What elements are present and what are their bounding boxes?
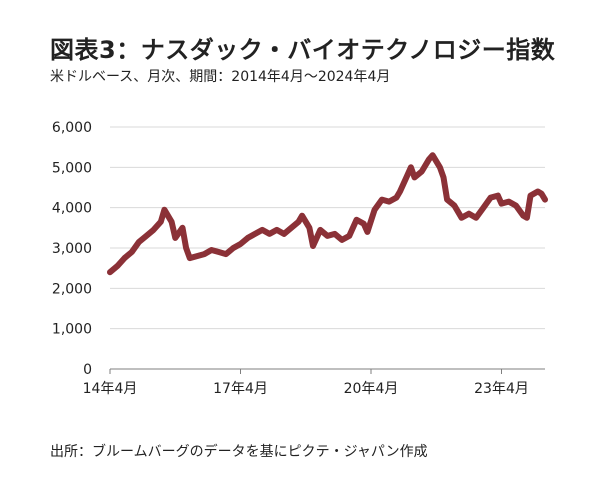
y-tick-label: 4,000 bbox=[52, 201, 92, 217]
y-tick-label: 0 bbox=[83, 362, 92, 378]
y-tick-label: 3,000 bbox=[52, 241, 92, 257]
series-group bbox=[107, 152, 548, 276]
source-note: 出所：ブルームバーグのデータを基にピクテ・ジャパン作成 bbox=[50, 444, 428, 460]
y-tick-label: 2,000 bbox=[52, 281, 92, 297]
series-line bbox=[107, 152, 548, 276]
x-tick-label: 20年4月 bbox=[344, 381, 399, 397]
x-tick-label: 14年4月 bbox=[83, 381, 138, 397]
y-tick-label: 5,000 bbox=[52, 160, 92, 176]
y-axis-tick-labels: 0 1,000 2,000 3,000 4,000 5,000 6,000 bbox=[52, 120, 92, 378]
chart-subtitle: 米ドルベース、月次、期間：2014年4月～2024年4月 bbox=[50, 69, 391, 85]
x-tick-label: 23年4月 bbox=[474, 381, 529, 397]
chart-title: 図表3：ナスダック・バイオテクノロジー指数 bbox=[50, 36, 556, 64]
y-tick-label: 1,000 bbox=[52, 322, 92, 338]
x-axis: 14年4月 17年4月 20年4月 23年4月 bbox=[83, 368, 545, 397]
x-tick-label: 17年4月 bbox=[213, 381, 268, 397]
gridlines bbox=[110, 126, 545, 330]
y-tick-label: 6,000 bbox=[52, 120, 92, 136]
